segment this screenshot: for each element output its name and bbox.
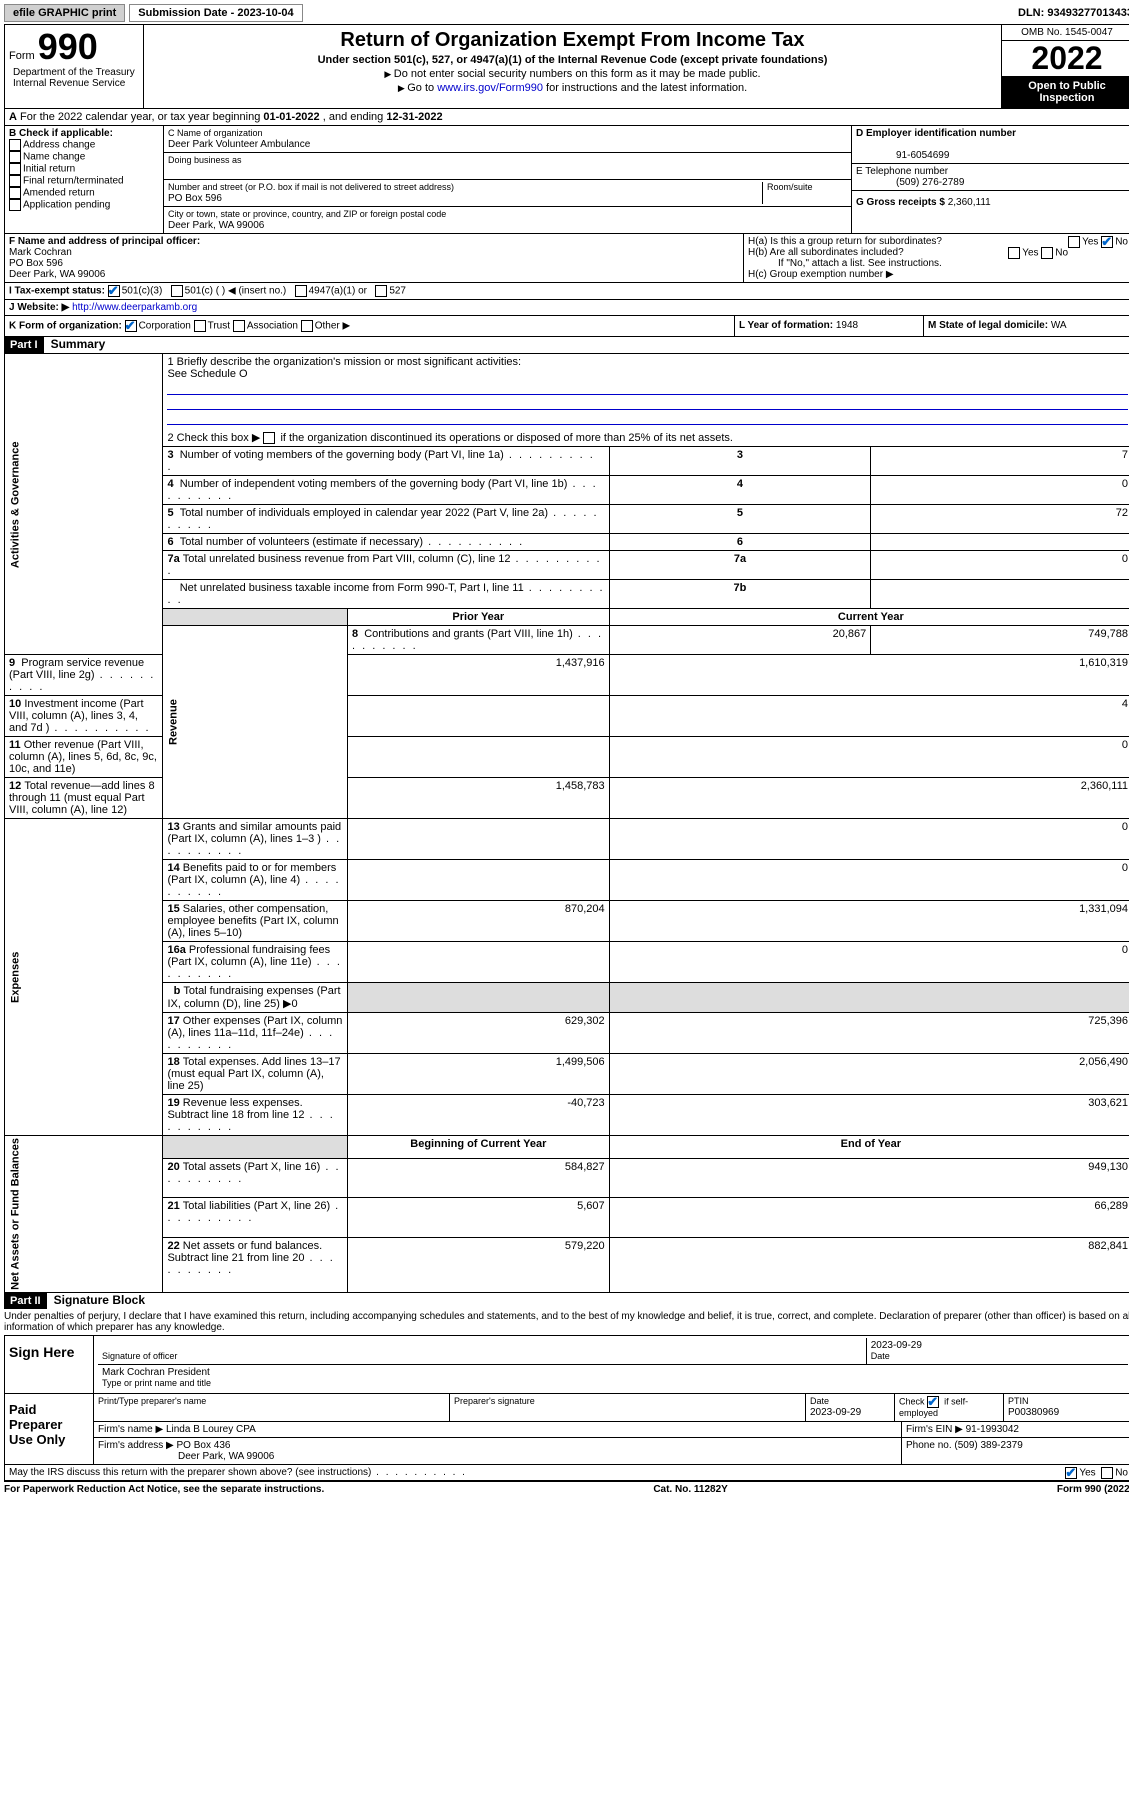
open-to-public: Open to Public Inspection	[1002, 76, 1129, 108]
chk-hb-no[interactable]	[1041, 247, 1053, 259]
chk-501c3[interactable]	[108, 285, 120, 297]
chk-address-change[interactable]	[9, 139, 21, 151]
form-title: Return of Organization Exempt From Incom…	[152, 29, 993, 52]
website-link[interactable]: http://www.deerparkamb.org	[72, 302, 197, 313]
mission-answer: See Schedule O	[167, 368, 247, 380]
chk-527[interactable]	[375, 285, 387, 297]
part2-header: Part II Signature Block	[4, 1293, 1129, 1309]
firm-name: Linda B Lourey CPA	[166, 1424, 256, 1435]
org-address: PO Box 596	[168, 193, 222, 204]
discuss-row: May the IRS discuss this return with the…	[4, 1465, 1129, 1481]
chk-amended-return[interactable]	[9, 187, 21, 199]
chk-hb-yes[interactable]	[1008, 247, 1020, 259]
dln: DLN: 93493277013433	[1018, 7, 1129, 19]
ptin: P00380969	[1008, 1407, 1059, 1418]
state-domicile: WA	[1051, 320, 1067, 331]
irs-link[interactable]: www.irs.gov/Form990	[437, 82, 543, 94]
block-fh: F Name and address of principal officer:…	[4, 234, 1129, 283]
firm-phone: (509) 389-2379	[954, 1440, 1022, 1451]
col-d-ein: D Employer identification number 91-6054…	[852, 126, 1129, 233]
side-revenue: Revenue	[163, 626, 348, 819]
block-i-tax-status: I Tax-exempt status: 501(c)(3) 501(c) ( …	[4, 283, 1129, 300]
phone: (509) 276-2789	[856, 177, 964, 188]
sign-here-label: Sign Here	[5, 1336, 94, 1393]
firm-ein: 91-1993042	[966, 1424, 1019, 1435]
ein: 91-6054699	[856, 150, 949, 161]
org-city: Deer Park, WA 99006	[168, 220, 264, 231]
subtitle-1: Under section 501(c), 527, or 4947(a)(1)…	[152, 54, 993, 66]
chk-trust[interactable]	[194, 320, 206, 332]
side-expenses: Expenses	[5, 819, 163, 1136]
gross-receipts: 2,360,111	[948, 197, 991, 208]
summary-table: Activities & Governance 1 Briefly descri…	[4, 353, 1129, 1293]
chk-application-pending[interactable]	[9, 199, 21, 211]
paid-preparer-label: Paid Preparer Use Only	[5, 1394, 94, 1464]
year-formation: 1948	[836, 320, 858, 331]
chk-other[interactable]	[301, 320, 313, 332]
signature-block: Sign Here Signature of officer 2023-09-2…	[4, 1335, 1129, 1465]
subtitle-2: Do not enter social security numbers on …	[152, 68, 993, 80]
block-klm: K Form of organization: Corporation Trus…	[4, 316, 1129, 337]
chk-corp[interactable]	[125, 320, 137, 332]
col-b-checkboxes: B Check if applicable: Address change Na…	[5, 126, 164, 233]
chk-discuss-no[interactable]	[1101, 1467, 1113, 1479]
col-c-org-info: C Name of organization Deer Park Volunte…	[164, 126, 852, 233]
omb-number: OMB No. 1545-0047	[1002, 25, 1129, 41]
officer-name: Mark Cochran	[9, 247, 72, 258]
chk-discontinued[interactable]	[263, 432, 275, 444]
block-bcd: B Check if applicable: Address change Na…	[4, 126, 1129, 234]
chk-501c[interactable]	[171, 285, 183, 297]
form-header: Form 990 Department of the Treasury Inte…	[4, 24, 1129, 109]
sig-date: 2023-09-29	[871, 1340, 922, 1351]
block-j-website: J Website: ▶ http://www.deerparkamb.org	[4, 300, 1129, 316]
subtitle-3: Go to www.irs.gov/Form990 for instructio…	[152, 82, 993, 94]
penalty-text: Under penalties of perjury, I declare th…	[4, 1309, 1129, 1335]
chk-4947[interactable]	[295, 285, 307, 297]
chk-assoc[interactable]	[233, 320, 245, 332]
form-label: Form	[9, 50, 35, 62]
side-net-assets: Net Assets or Fund Balances	[5, 1136, 163, 1293]
form-number: 990	[38, 26, 98, 67]
chk-final-return[interactable]	[9, 175, 21, 187]
firm-addr: PO Box 436	[177, 1440, 231, 1451]
chk-ha-no[interactable]	[1101, 236, 1113, 248]
tax-year: 2022	[1002, 41, 1129, 76]
chk-initial-return[interactable]	[9, 163, 21, 175]
part1-header: Part I Summary	[4, 337, 1129, 353]
submission-date: Submission Date - 2023-10-04	[129, 4, 302, 22]
chk-ha-yes[interactable]	[1068, 236, 1080, 248]
chk-name-change[interactable]	[9, 151, 21, 163]
chk-self-employed[interactable]	[927, 1396, 939, 1408]
dept-treasury: Department of the Treasury Internal Reve…	[9, 65, 139, 91]
officer-print-name: Mark Cochran President	[102, 1367, 210, 1378]
top-bar: efile GRAPHIC print Submission Date - 20…	[4, 4, 1129, 22]
chk-discuss-yes[interactable]	[1065, 1467, 1077, 1479]
org-name: Deer Park Volunteer Ambulance	[168, 139, 310, 150]
efile-print-button[interactable]: efile GRAPHIC print	[4, 4, 125, 22]
row-a-tax-year: A For the 2022 calendar year, or tax yea…	[4, 109, 1129, 126]
footer: For Paperwork Reduction Act Notice, see …	[4, 1481, 1129, 1497]
side-governance: Activities & Governance	[5, 354, 163, 655]
